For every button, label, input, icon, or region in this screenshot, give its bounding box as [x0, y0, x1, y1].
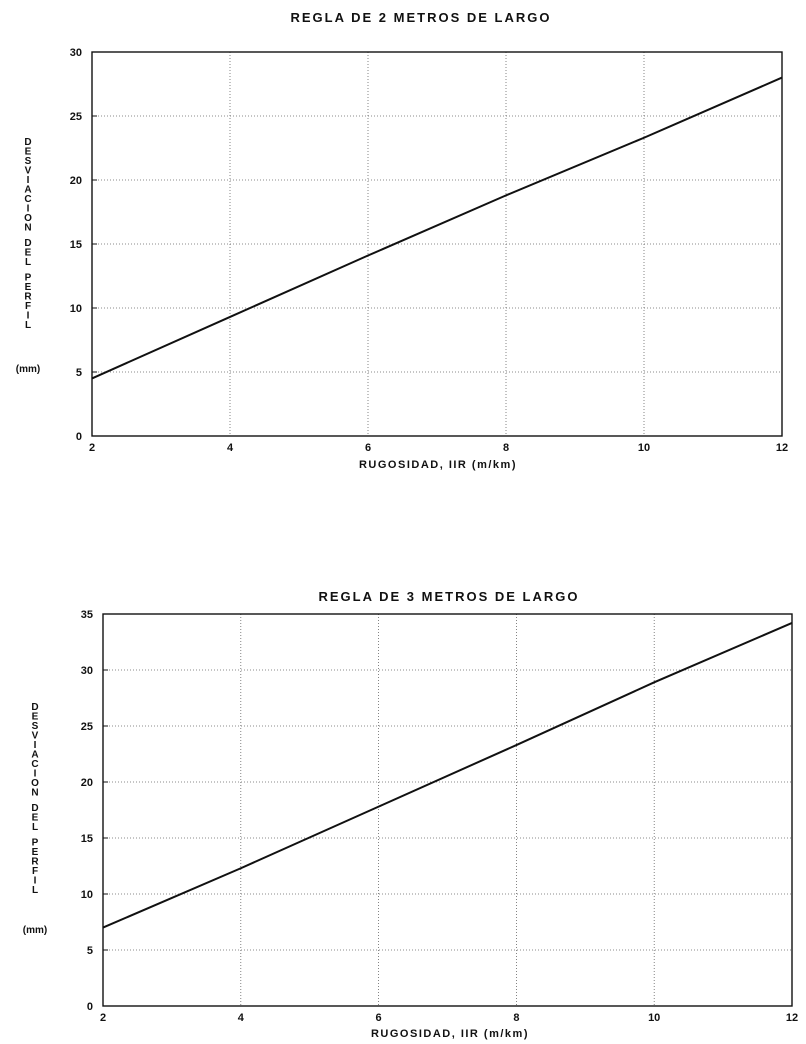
y-axis-label-char: F — [32, 866, 38, 877]
y-axis-label-char: P — [25, 273, 32, 284]
chart-2m-ruler: REGLA DE 2 METROS DE LARGO 2 4 6 8 10 12 0 5 10 1… — [16, 10, 788, 471]
chart-3m-ruler: REGLA DE 3 METROS DE LARGO 2 4 6 8 10 12 0 5 10 1… — [23, 589, 798, 1040]
series — [91, 76, 783, 380]
y-axis-unit: (mm) — [23, 925, 47, 936]
x-tick-label: 8 — [513, 1012, 519, 1024]
y-tick-label: 25 — [81, 721, 93, 733]
x-tick-label: 12 — [786, 1012, 798, 1024]
y-axis-label-char: I — [27, 175, 30, 186]
y-axis-label-char: D — [31, 702, 38, 713]
y-tick-label: 20 — [70, 175, 82, 187]
y-axis-label-char: L — [25, 257, 31, 268]
y-tick-label: 10 — [70, 303, 82, 315]
y-axis-label-char: A — [24, 185, 31, 196]
x-tick-label: 8 — [503, 442, 509, 454]
y-tick-label: 0 — [76, 431, 82, 443]
y-axis-label-char: E — [25, 147, 32, 158]
grid — [92, 52, 782, 436]
y-tick-label: 25 — [70, 111, 82, 123]
y-axis-label-char: L — [32, 822, 38, 833]
y-axis-label-char: C — [24, 194, 31, 205]
y-axis-label-char: A — [31, 750, 38, 761]
y-axis-label-char: S — [32, 721, 39, 732]
chart-title: REGLA DE 2 METROS DE LARGO — [291, 10, 552, 25]
y-axis-label-char: R — [24, 292, 32, 303]
tick-labels: 2 4 6 8 10 12 0 5 10 15 20 25 30 35 — [81, 609, 798, 1024]
y-axis-label-char: D — [24, 238, 31, 249]
y-axis-label-char: N — [24, 223, 31, 234]
y-tick-label: 30 — [81, 665, 93, 677]
y-axis-unit: (mm) — [16, 364, 40, 375]
y-axis-label-char: C — [31, 759, 38, 770]
x-tick-label: 2 — [89, 442, 95, 454]
y-axis-label-char: I — [27, 311, 30, 322]
y-axis-label-char: D — [31, 803, 38, 814]
y-axis-label-char: L — [32, 885, 38, 896]
y-axis-label-char: I — [34, 876, 37, 887]
plot-frame — [102, 613, 793, 1007]
x-tick-label: 2 — [100, 1012, 106, 1024]
x-tick-label: 12 — [776, 442, 788, 454]
y-axis-label-char: O — [31, 778, 39, 789]
y-axis-label-char: O — [24, 213, 32, 224]
y-axis-label-char: E — [32, 712, 39, 723]
y-axis-label-char: L — [25, 320, 31, 331]
y-axis-label-char: E — [32, 847, 39, 858]
y-tick-label: 15 — [81, 833, 93, 845]
y-axis-label-char: E — [32, 813, 39, 824]
x-axis-label: RUGOSIDAD, IIR (m/km) — [359, 459, 517, 471]
y-axis-label-char: R — [31, 857, 39, 868]
x-tick-label: 6 — [376, 1012, 382, 1024]
y-axis-label-char: E — [25, 248, 32, 259]
y-axis-label-char: I — [27, 204, 30, 215]
x-tick-label: 4 — [227, 442, 234, 454]
y-axis-label-char: V — [32, 731, 39, 742]
y-axis-label-char: D — [24, 137, 31, 148]
y-axis-label-char: N — [31, 788, 38, 799]
y-tick-label: 30 — [70, 47, 82, 59]
series-line — [91, 76, 783, 380]
x-tick-label: 6 — [365, 442, 371, 454]
y-axis-label-char: V — [25, 166, 32, 177]
y-tick-label: 10 — [81, 889, 93, 901]
y-axis-label-char: I — [34, 740, 37, 751]
x-axis-label: RUGOSIDAD, IIR (m/km) — [371, 1028, 529, 1040]
y-axis-label-char: E — [25, 282, 32, 293]
x-tick-label: 4 — [238, 1012, 245, 1024]
grid — [103, 614, 792, 1006]
y-tick-label: 20 — [81, 777, 93, 789]
y-axis-label-char: I — [34, 769, 37, 780]
y-axis-label-char: P — [32, 838, 39, 849]
y-tick-label: 35 — [81, 609, 93, 621]
y-axis-label-char: S — [25, 156, 32, 167]
y-axis-label-char: F — [25, 301, 31, 312]
x-tick-label: 10 — [638, 442, 650, 454]
series — [102, 622, 793, 929]
y-tick-label: 5 — [76, 367, 82, 379]
y-tick-label: 0 — [87, 1001, 93, 1013]
y-tick-label: 5 — [87, 945, 93, 957]
chart-title: REGLA DE 3 METROS DE LARGO — [319, 589, 580, 604]
series-line — [102, 622, 793, 929]
x-tick-label: 10 — [648, 1012, 660, 1024]
y-tick-label: 15 — [70, 239, 82, 251]
tick-labels: 2 4 6 8 10 12 0 5 10 15 20 25 30 — [70, 47, 788, 454]
